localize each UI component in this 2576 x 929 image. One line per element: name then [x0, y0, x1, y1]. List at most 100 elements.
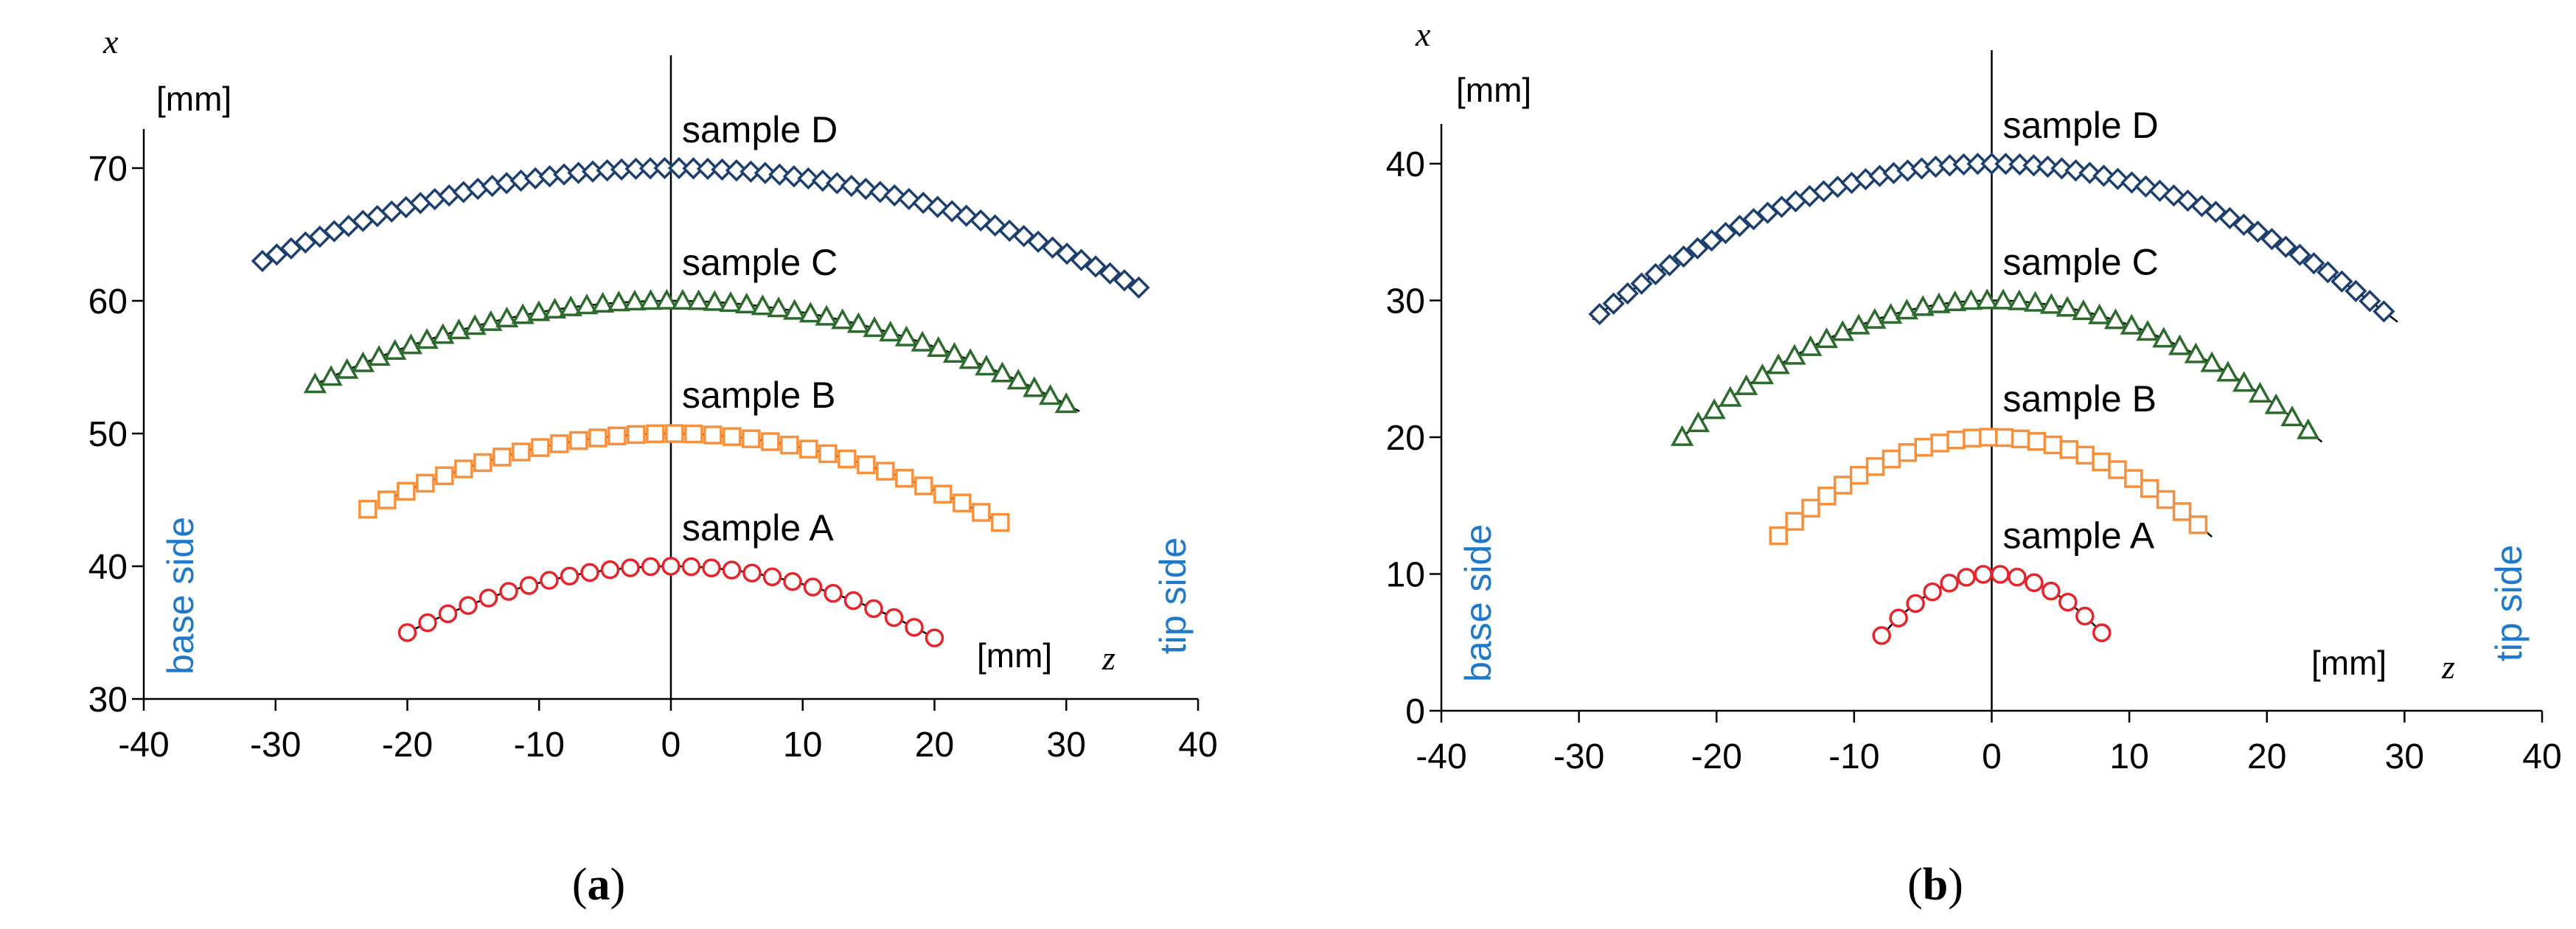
data-point [941, 200, 964, 223]
data-point [435, 466, 454, 486]
data-point [1831, 320, 1854, 341]
data-point [739, 160, 762, 183]
data-point [1070, 248, 1093, 271]
data-point [2008, 289, 2031, 310]
data-point [1959, 289, 1983, 310]
data-point [1686, 237, 1709, 260]
data-point [1994, 428, 2014, 448]
data-point [2008, 567, 2027, 587]
data-point [665, 424, 684, 443]
data-point [1766, 353, 1790, 375]
data-point [1700, 229, 1723, 252]
data-point [1056, 242, 1079, 265]
data-point [722, 560, 742, 580]
data-point [843, 591, 863, 610]
data-point [623, 289, 647, 311]
data-point [933, 484, 953, 504]
data-point [2055, 296, 2079, 317]
series-sample-d: sample D [251, 109, 1150, 299]
data-point [2316, 261, 2339, 284]
data-point [2072, 299, 2095, 321]
data-point [655, 288, 678, 310]
x-tick-label: 20 [2247, 737, 2286, 776]
y-axis-variable: x [1415, 15, 1431, 53]
data-point [527, 300, 551, 321]
data-point [761, 432, 780, 451]
caption-close: ) [610, 860, 626, 910]
data-point [575, 293, 599, 315]
data-point [1817, 487, 1837, 506]
data-point [1702, 398, 1726, 420]
data-point [454, 459, 473, 479]
x-tick-label: 40 [2522, 737, 2561, 776]
data-point [1814, 327, 1839, 349]
data-point [742, 563, 762, 582]
x-tick-label: 30 [2385, 737, 2424, 776]
data-point [1658, 254, 1681, 276]
data-point [2023, 290, 2047, 312]
data-point [661, 557, 680, 576]
data-point [531, 438, 550, 457]
x-axis-unit: [mm] [2311, 644, 2387, 682]
data-point [303, 372, 327, 394]
data-point [2022, 154, 2045, 177]
y-tick-label: 70 [88, 150, 128, 189]
data-point [265, 243, 288, 266]
data-point [711, 158, 734, 181]
series-label: sample B [682, 375, 835, 416]
data-point [895, 468, 914, 488]
data-point [351, 351, 375, 372]
data-point [838, 449, 857, 469]
data-point [653, 156, 676, 180]
data-point [2092, 452, 2111, 472]
data-point [751, 294, 774, 316]
series-label: sample B [2003, 378, 2156, 420]
data-point [397, 623, 417, 642]
x-tick-label: -30 [250, 726, 301, 765]
data-point [2218, 206, 2241, 229]
data-point [416, 473, 435, 493]
data-point [1113, 269, 1136, 292]
data-point [972, 503, 991, 522]
data-point [1602, 292, 1625, 315]
x-tick-label: 0 [661, 726, 681, 765]
x-axis-variable: z [2441, 648, 2455, 686]
x-tick-label: 0 [1982, 737, 2002, 776]
data-point [495, 306, 519, 327]
y-tick-label: 10 [1386, 556, 1425, 595]
data-point [580, 563, 599, 582]
data-point [1906, 594, 1925, 613]
data-point [1054, 392, 1078, 414]
data-point [884, 608, 904, 627]
data-point [696, 157, 720, 181]
y-tick-label: 60 [88, 282, 128, 321]
data-point [2232, 213, 2255, 236]
caption-close: ) [1948, 860, 1963, 910]
data-point [2359, 290, 2381, 313]
data-point [335, 358, 359, 379]
x-axis-variable: z [1101, 639, 1115, 677]
data-point [753, 161, 777, 184]
data-point [953, 493, 972, 512]
data-point [367, 345, 391, 366]
caption-open: ( [572, 860, 588, 910]
data-point [627, 425, 646, 445]
data-point [499, 582, 518, 601]
data-point [811, 169, 834, 192]
y-tick-label: 30 [1386, 282, 1425, 321]
data-point [519, 576, 539, 595]
data-point [2172, 502, 2192, 521]
data-point [2344, 279, 2367, 302]
data-point [1670, 425, 1694, 446]
data-point [879, 321, 902, 342]
data-point [641, 557, 661, 577]
data-point [684, 424, 703, 444]
data-point [2039, 293, 2063, 314]
data-point [1872, 626, 1891, 645]
data-point [831, 308, 854, 330]
data-point [1714, 221, 1737, 245]
y-axis-unit: [mm] [1456, 71, 1531, 109]
data-point [1847, 313, 1870, 335]
data-point [2184, 342, 2207, 363]
data-point [2103, 308, 2128, 330]
